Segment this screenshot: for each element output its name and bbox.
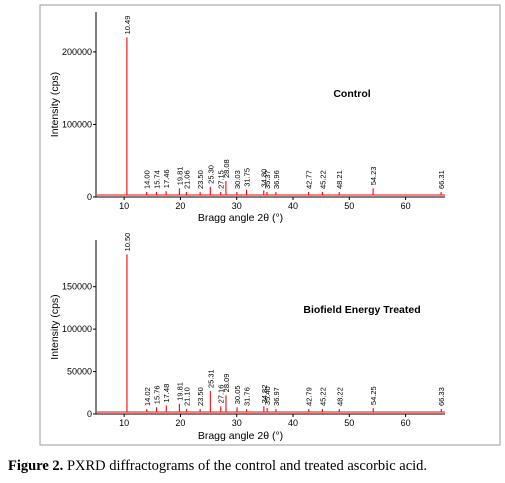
control-peak-label: 54.23 — [369, 167, 378, 186]
figure-border — [39, 4, 501, 446]
treated-peak-label: 25.31 — [206, 369, 215, 388]
control-xtick-label: 10 — [119, 201, 129, 211]
pxrd-figure: 0 100000 200000 10 20 30 40 50 60 Bragg angle 2θ … — [39, 4, 501, 446]
treated-xtick-label: 30 — [232, 418, 242, 428]
control-y-axis-label: Intensity (cps) — [49, 72, 61, 137]
control-plot: 0 100000 200000 10 20 30 40 50 60 Bragg angle 2θ … — [49, 12, 446, 224]
control-peak-label: 14.00 — [143, 170, 152, 189]
control-x-axis-label: Bragg angle 2θ (°) — [198, 212, 283, 224]
control-peak-label: 19.81 — [175, 167, 184, 186]
treated-peak-label: 54.25 — [369, 386, 378, 405]
treated-peak-label: 15.76 — [153, 385, 162, 404]
treated-peak-label: 34.82 — [260, 385, 269, 404]
control-peak-label: 21.06 — [182, 170, 191, 189]
treated-peak-label: 48.22 — [335, 387, 344, 406]
control-peak-label: 17.46 — [162, 169, 171, 188]
control-peak-label: 27.15 — [217, 170, 226, 189]
control-ytick-label: 200000 — [62, 47, 92, 57]
control-peak-label: 42.77 — [305, 170, 314, 189]
control-peak-label: 48.21 — [335, 170, 344, 189]
treated-peak-label: 42.79 — [305, 387, 314, 406]
control-panel: 0 100000 200000 10 20 30 40 50 60 Bragg angle 2θ … — [49, 12, 446, 224]
control-peak-label: 45.22 — [318, 170, 327, 189]
control-ytick-label: 0 — [87, 192, 92, 202]
treated-x-axis-label: Bragg angle 2θ (°) — [198, 430, 283, 442]
treated-panel: 0 50000 100000 150000 10 20 30 40 50 60 Bragg angl… — [49, 233, 446, 442]
treated-peak-label: 14.02 — [143, 387, 152, 406]
control-peak-label: 15.74 — [152, 170, 161, 189]
control-xtick-label: 20 — [175, 201, 185, 211]
treated-ytick-label: 100000 — [62, 324, 92, 334]
treated-xtick-label: 40 — [288, 418, 298, 428]
control-peak-label: 31.75 — [243, 168, 252, 187]
control-xtick-label: 60 — [401, 201, 411, 211]
treated-ytick-label: 150000 — [62, 282, 92, 292]
control-peak-label: 23.50 — [196, 170, 205, 189]
caption-label: Figure 2. — [8, 458, 64, 474]
treated-peak-label: 36.97 — [272, 387, 281, 406]
control-ytick-label: 100000 — [62, 119, 92, 129]
control-peak-label: 34.80 — [260, 169, 269, 188]
treated-peak-label: 35.40 — [263, 386, 272, 405]
treated-peak-label: 27.16 — [217, 385, 226, 404]
treated-peak-label: 30.05 — [233, 385, 242, 404]
control-peak-label: 36.96 — [272, 170, 281, 189]
treated-plot: 0 50000 100000 150000 10 20 30 40 50 60 Bragg angl… — [49, 233, 446, 442]
control-xtick-label: 30 — [232, 201, 242, 211]
treated-peak-label: 23.50 — [196, 387, 205, 406]
treated-peak-label: 66.33 — [437, 387, 446, 406]
caption-text: PXRD diffractograms of the control and t… — [63, 458, 428, 474]
treated-peak-label: 21.10 — [183, 387, 192, 406]
treated-peak-label: 19.81 — [175, 382, 184, 401]
treated-xtick-label: 50 — [344, 418, 354, 428]
treated-peak-label: 10.50 — [123, 233, 132, 252]
treated-xtick-label: 10 — [119, 418, 129, 428]
control-xtick-label: 40 — [288, 201, 298, 211]
treated-ytick-label: 0 — [87, 409, 92, 419]
treated-peak-label: 17.48 — [162, 384, 171, 403]
control-peak-label: 28.08 — [222, 159, 231, 178]
figure-caption: Figure 2. PXRD diffractograms of the con… — [8, 458, 505, 475]
control-peak-label: 10.49 — [123, 16, 132, 35]
treated-xtick-label: 20 — [175, 418, 185, 428]
treated-peak-label: 45.22 — [318, 387, 327, 406]
treated-peak-label: 28.09 — [222, 374, 231, 393]
control-panel-title: Control — [333, 88, 370, 100]
treated-y-axis-label: Intensity (cps) — [49, 294, 61, 359]
control-peak-label: 25.30 — [206, 165, 215, 184]
treated-peak-label: 31.76 — [243, 387, 252, 406]
treated-xtick-label: 60 — [401, 418, 411, 428]
control-peak-label: 66.31 — [437, 170, 446, 189]
treated-panel-title: Biofield Energy Treated — [303, 304, 420, 316]
control-xtick-label: 50 — [344, 201, 354, 211]
control-peak-label: 35.37 — [263, 170, 272, 189]
treated-ytick-label: 50000 — [67, 367, 92, 377]
control-peak-label: 30.03 — [233, 170, 242, 189]
